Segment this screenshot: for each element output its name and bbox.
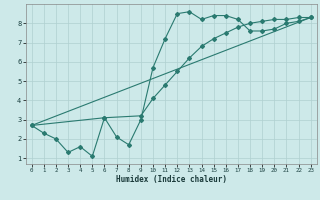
X-axis label: Humidex (Indice chaleur): Humidex (Indice chaleur) [116,175,227,184]
